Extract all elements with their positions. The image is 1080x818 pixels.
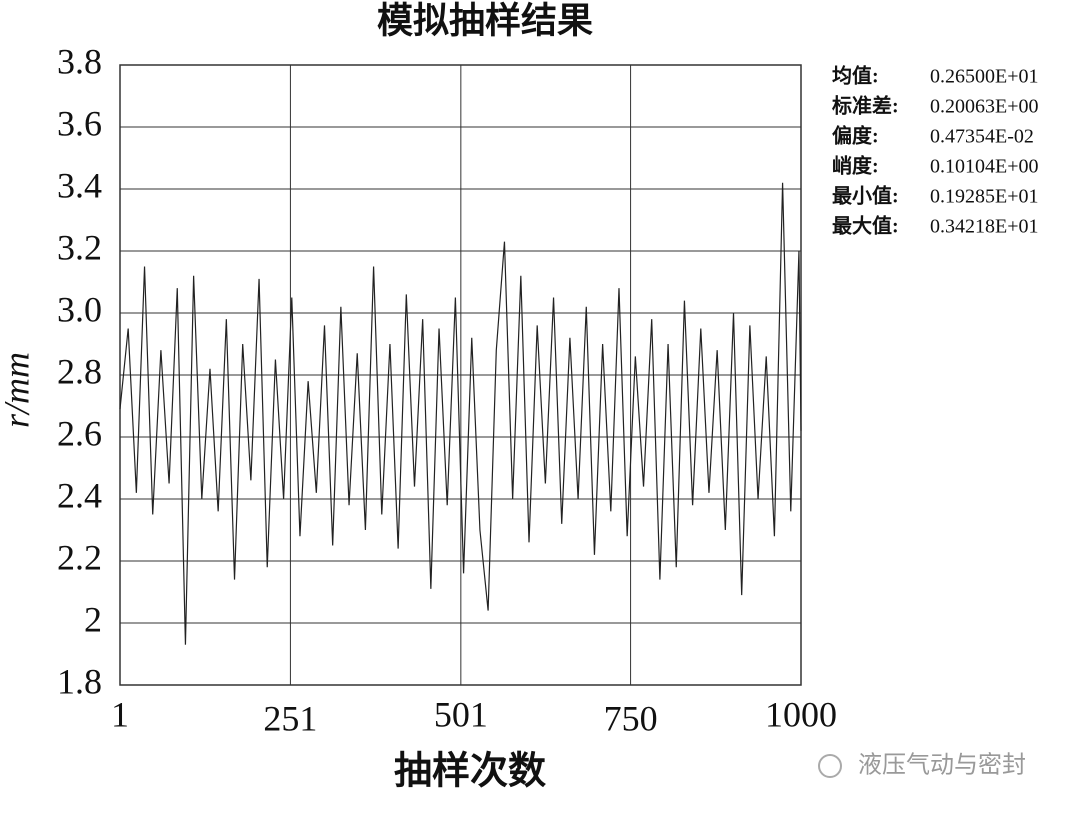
y-tick-label: 3.4 <box>57 165 102 205</box>
watermark-icon <box>818 754 842 778</box>
stat-value: 0.19285E+01 <box>930 186 1039 208</box>
stat-label: 偏度: <box>832 124 879 148</box>
y-tick-label: 1.8 <box>57 661 102 701</box>
watermark-text: 液压气动与密封 <box>858 752 1026 779</box>
y-tick-label: 3.8 <box>57 41 102 81</box>
x-tick-label: 1 <box>111 694 129 734</box>
y-tick-label: 3.0 <box>57 289 102 329</box>
x-tick-label: 1000 <box>765 694 837 734</box>
x-axis-label: 抽样次数 <box>394 751 546 793</box>
stat-value: 0.34218E+01 <box>930 216 1039 238</box>
y-tick-label: 2.2 <box>57 537 102 577</box>
chart-title: 模拟抽样结果 <box>377 0 593 40</box>
x-tick-label: 501 <box>434 694 488 734</box>
y-tick-label: 2.8 <box>57 351 102 391</box>
stat-label: 最小值: <box>832 184 899 208</box>
stat-label: 标准差: <box>832 94 899 118</box>
y-axis-label: r/mm <box>0 352 36 428</box>
y-tick-label: 3.2 <box>57 227 102 267</box>
y-tick-label: 2.4 <box>57 475 102 515</box>
x-tick-label: 750 <box>604 698 658 738</box>
x-tick-label: 251 <box>263 698 317 738</box>
stat-label: 最大值: <box>832 214 899 238</box>
stat-label: 均值: <box>832 64 879 88</box>
stat-value: 0.26500E+01 <box>930 66 1039 88</box>
watermark: 液压气动与密封 <box>818 752 1026 779</box>
stat-value: 0.10104E+00 <box>930 156 1039 178</box>
y-tick-label: 2 <box>84 599 102 639</box>
stat-value: 0.47354E-02 <box>930 126 1034 148</box>
plot-frame <box>119 64 802 686</box>
y-tick-label: 2.6 <box>57 413 102 453</box>
series-line <box>119 182 802 645</box>
stat-label: 峭度: <box>832 154 879 178</box>
stat-value: 0.20063E+00 <box>930 96 1039 118</box>
y-tick-label: 3.6 <box>57 103 102 143</box>
